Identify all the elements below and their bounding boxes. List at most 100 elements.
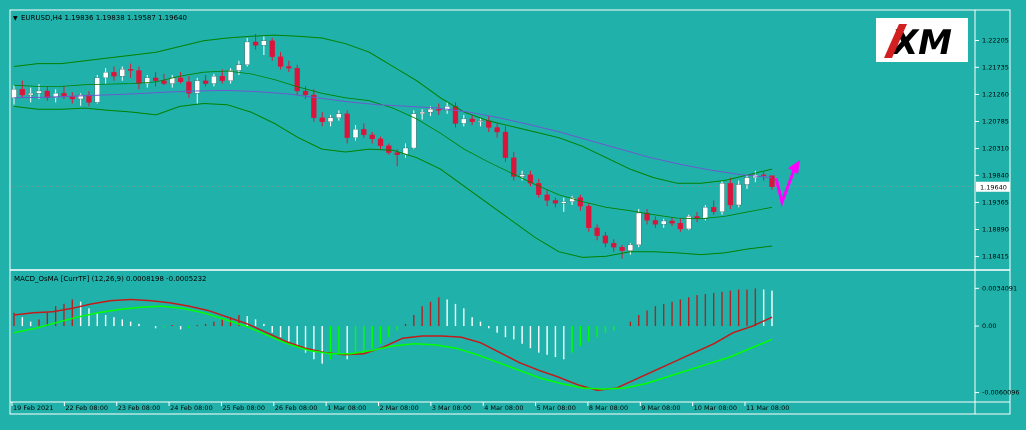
bear-candle (361, 129, 367, 136)
chart-frame (9, 9, 1011, 415)
price-tick-label: 1.20785 (982, 117, 1009, 125)
bollinger-upper-line (13, 34, 773, 184)
macd-tick-label: 0.00 (982, 322, 996, 330)
bear-candle (44, 90, 50, 98)
time-tick-label: 8 Mar 08:00 (589, 404, 628, 412)
price-tick-label: 1.22205 (982, 37, 1009, 45)
bull-candle (236, 64, 242, 71)
price-panel[interactable]: 1.22205 1.21735 1.21260 1.20785 1.20310 1.198… (11, 33, 1011, 261)
bear-candle (219, 76, 225, 81)
logo-red-slash-icon (884, 24, 907, 58)
price-tick-label: 1.19365 (982, 198, 1009, 206)
time-tick-label: 19 Feb 2021 (13, 404, 53, 412)
bull-candle (119, 69, 125, 77)
bull-candle (28, 93, 34, 96)
bear-candle (186, 81, 192, 94)
bear-candle (161, 80, 167, 84)
forecast-arrow-line (774, 169, 796, 208)
bear-candle (611, 243, 617, 248)
signal-line (13, 305, 773, 390)
bear-candle (111, 72, 117, 77)
bull-candle (261, 40, 267, 46)
price-tick-label: 1.18890 (982, 226, 1009, 234)
bull-candle (744, 177, 750, 185)
bear-candle (369, 134, 375, 140)
bull-candle (561, 201, 567, 204)
time-tick-label: 2 Mar 08:00 (380, 404, 419, 412)
bull-candle (702, 207, 709, 219)
bear-candle (69, 96, 75, 100)
current-price-label: 1.19640 (980, 183, 1007, 191)
bear-candle (602, 235, 609, 244)
bull-candle (636, 212, 642, 246)
bull-candle (336, 113, 342, 118)
time-tick-label: 5 Mar 08:00 (537, 404, 576, 412)
bear-candle (277, 56, 284, 67)
bear-candle (594, 227, 600, 236)
bull-candle (736, 184, 742, 206)
time-tick-label: 25 Feb 08:00 (222, 404, 265, 412)
bear-candle (202, 80, 209, 84)
bear-candle (19, 89, 25, 96)
bull-candle (519, 174, 525, 177)
bull-candle (144, 77, 150, 84)
bear-candle (344, 113, 350, 138)
bear-candle (452, 106, 459, 124)
bull-candle (52, 93, 59, 98)
bull-candle (194, 80, 200, 94)
macd-panel-title: MACD_OsMA [CurrTF] (12,26,9) 0.0008198 -… (14, 275, 207, 283)
bull-candle (461, 118, 467, 124)
bear-candle (536, 183, 542, 195)
price-tick-label: 1.18415 (982, 253, 1009, 261)
macd-line (13, 298, 773, 392)
macd-tick-label: -0.0060096 (982, 389, 1020, 397)
bull-candle (444, 106, 450, 111)
moving-average-line (13, 89, 773, 179)
bear-candle (769, 175, 775, 187)
bull-candle (211, 76, 217, 84)
bear-candle (727, 183, 734, 206)
dropdown-triangle-icon[interactable]: ▼ (13, 15, 18, 22)
bear-candle (552, 200, 559, 204)
bollinger-lower-line (13, 102, 773, 258)
bear-candle (86, 94, 92, 103)
price-panel-title: EURUSD,H4 1.19836 1.19838 1.19587 1.1964… (21, 14, 187, 22)
bear-candle (386, 145, 392, 153)
bear-candle (544, 194, 550, 201)
bear-candle (294, 68, 300, 92)
bear-candle (311, 94, 317, 118)
bear-candle (377, 138, 384, 146)
macd-tick-label: 0.0034091 (982, 284, 1017, 292)
current-price-box (976, 181, 1010, 192)
bear-candle (319, 117, 325, 122)
bear-candle (511, 157, 517, 177)
bear-candle (761, 174, 767, 176)
bear-candle (269, 40, 275, 57)
time-tick-label: 23 Feb 08:00 (118, 404, 161, 412)
bull-candle (227, 70, 234, 81)
bull-candle (102, 72, 109, 79)
bull-candle (11, 89, 17, 98)
time-tick-label: 1 Mar 08:00 (327, 404, 366, 412)
time-tick-label: 4 Mar 08:00 (484, 404, 523, 412)
bull-candle (411, 113, 417, 149)
time-tick-label: 9 Mar 08:00 (641, 404, 680, 412)
bull-candle (77, 94, 84, 100)
bear-candle (436, 109, 442, 111)
macd-panel[interactable]: 0.0034091 0.00 -0.0060096 19 Feb 2021 22 Feb… (11, 284, 1020, 412)
bull-candle (477, 120, 484, 122)
bear-candle (136, 70, 142, 84)
bear-candle (152, 77, 159, 81)
bull-candle (427, 109, 434, 113)
price-tick-label: 1.19840 (982, 171, 1009, 179)
bear-candle (177, 77, 184, 83)
bear-candle (494, 127, 500, 133)
bull-candle (719, 183, 725, 212)
bull-candle (686, 216, 692, 230)
bear-candle (527, 174, 534, 184)
bear-candle (469, 118, 475, 122)
bear-candle (394, 152, 400, 155)
bear-candle (286, 66, 292, 69)
